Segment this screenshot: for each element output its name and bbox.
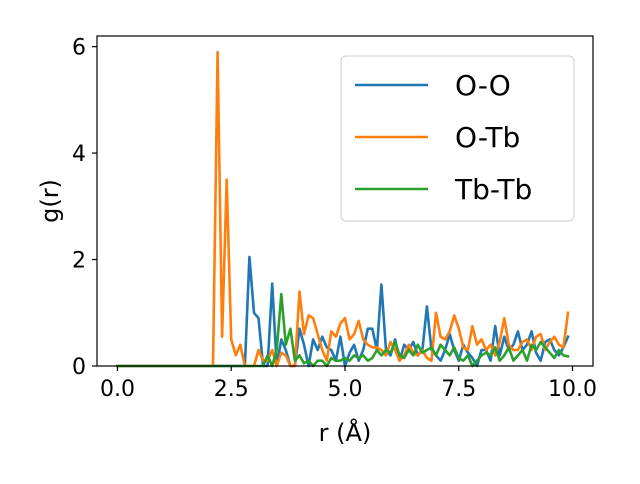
- x-tick-label: 7.5: [441, 377, 476, 402]
- x-tick-label: 5.0: [328, 377, 363, 402]
- y-axis: 0 2 4 6: [72, 36, 97, 380]
- y-tick-label: 2: [72, 249, 86, 274]
- legend-label-tb-tb: Tb-Tb: [454, 173, 532, 206]
- x-axis-label: r (Å): [319, 418, 372, 447]
- legend-box: [340, 55, 575, 222]
- legend-label-o-o: O-O: [455, 69, 511, 102]
- x-tick-label: 2.5: [214, 377, 249, 402]
- y-tick-label: 6: [72, 36, 86, 61]
- y-tick-label: 4: [72, 142, 86, 167]
- x-tick-label: 0.0: [100, 377, 135, 402]
- x-axis: 0.0 2.5 5.0 7.5 10.0: [100, 366, 597, 402]
- legend-label-o-tb: O-Tb: [455, 121, 520, 154]
- legend: O-O O-Tb Tb-Tb: [340, 55, 575, 222]
- x-tick-label: 10.0: [548, 377, 597, 402]
- y-tick-label: 0: [72, 355, 86, 380]
- series-line-tb-tb: [116, 292, 570, 368]
- y-axis-label: g(r): [36, 179, 64, 223]
- series-line-o-o: [116, 255, 570, 368]
